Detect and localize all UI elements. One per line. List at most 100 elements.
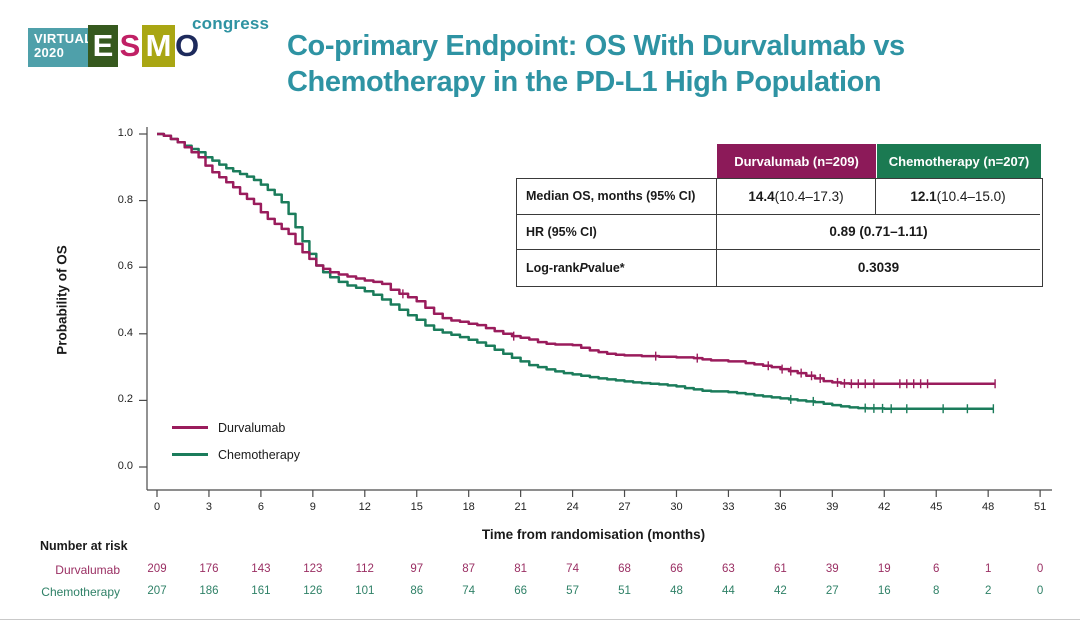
risk-count: 143: [251, 563, 271, 575]
risk-count: 68: [618, 563, 631, 575]
median-os-durvalumab-value: 14.4 (10.4–17.3): [717, 179, 876, 215]
legend-row-durvalumab: Durvalumab: [172, 414, 300, 441]
bottom-divider: [0, 619, 1080, 620]
risk-count: 74: [566, 563, 579, 575]
x-tick-label: 6: [257, 501, 264, 513]
risk-count: 0: [1036, 585, 1044, 597]
risk-count: 101: [355, 585, 375, 597]
log-rank-prefix: Log-rank: [526, 260, 580, 275]
median-os-chemotherapy-value: 12.1 (10.4–15.0): [876, 179, 1040, 215]
log-rank-p-value: 0.3039: [857, 260, 900, 276]
risk-count: 48: [670, 585, 683, 597]
median-os-chemotherapy-number: 12.1: [910, 188, 937, 204]
y-tick-label: 0.6: [117, 260, 133, 273]
median-os-row-label: Median OS, months (95% CI): [517, 179, 717, 215]
slide-title: Co-primary Endpoint: OS With Durvalumab …: [287, 28, 1077, 100]
y-tick-label: 0.8: [117, 193, 133, 206]
y-tick-label: 0.0: [117, 460, 133, 472]
x-tick-label: 30: [670, 501, 683, 513]
virtual-label: VIRTUAL: [34, 31, 93, 46]
risk-count: 51: [618, 585, 631, 597]
table-header-chemotherapy: Chemotherapy (n=207): [877, 144, 1041, 178]
esmo-letter-m: M: [142, 25, 175, 67]
x-tick-label: 0: [153, 501, 161, 513]
risk-count: 8: [933, 585, 940, 597]
x-tick-label: 45: [930, 501, 943, 513]
risk-count: 2: [984, 585, 992, 597]
risk-count: 123: [303, 563, 323, 575]
log-rank-p: P: [579, 260, 588, 275]
risk-count: 86: [410, 585, 424, 597]
x-tick-label: 9: [309, 501, 316, 513]
year-label: 2020: [34, 45, 65, 61]
risk-count: 16: [877, 585, 891, 597]
risk-count: 1: [984, 563, 992, 575]
x-tick-label: 3: [205, 501, 212, 513]
log-rank-row-label: Log-rank P value*: [517, 250, 717, 286]
legend-label-chemotherapy: Chemotherapy: [218, 447, 300, 462]
risk-count: 63: [722, 563, 735, 575]
esmo-letter-e: E: [88, 25, 118, 67]
risk-count: 126: [303, 585, 323, 597]
x-tick-label: 27: [618, 501, 631, 513]
x-tick-label: 42: [878, 501, 891, 513]
risk-count: 74: [462, 585, 476, 597]
risk-count: 66: [670, 563, 683, 575]
esmo-letter-s: S: [118, 25, 142, 67]
risk-row-label-durvalumab: Durvalumab: [55, 563, 120, 577]
x-tick-label: 12: [358, 501, 371, 513]
y-tick-label: 0.4: [117, 326, 133, 339]
chemotherapy-line-swatch: [172, 452, 208, 457]
risk-count: 186: [199, 585, 219, 597]
x-tick-label: 36: [774, 501, 787, 513]
risk-count: 87: [462, 563, 476, 575]
legend-label-durvalumab: Durvalumab: [218, 420, 286, 435]
x-tick-label: 33: [722, 501, 735, 513]
x-tick-label: 39: [826, 501, 839, 513]
x-tick-label: 21: [514, 501, 527, 513]
risk-count: 27: [825, 585, 839, 597]
chemotherapy-curve: [157, 132, 994, 410]
x-tick-label: 15: [410, 501, 423, 513]
y-tick-label: 0.2: [117, 393, 133, 406]
durvalumab-line-swatch: [172, 425, 208, 430]
slide-title-line1: Co-primary Endpoint: OS With Durvalumab …: [287, 30, 905, 62]
virtual-2020-badge: VIRTUAL 2020: [28, 28, 93, 67]
risk-count: 19: [877, 563, 891, 575]
x-tick-label: 48: [982, 501, 995, 513]
x-tick-label: 18: [462, 501, 475, 513]
table-header-durvalumab: Durvalumab (n=209): [717, 144, 876, 178]
x-tick-label: 51: [1033, 501, 1047, 513]
risk-count: 44: [722, 585, 735, 597]
legend-row-chemotherapy: Chemotherapy: [172, 441, 300, 468]
log-rank-suffix: value*: [587, 260, 625, 275]
y-tick-label: 1.0: [117, 127, 133, 139]
hr-value: 0.89 (0.71–1.11): [717, 215, 1040, 250]
number-at-risk-title: Number at risk: [40, 539, 128, 553]
hr-row-label: HR (95% CI): [517, 214, 717, 250]
risk-count: 42: [773, 585, 787, 597]
congress-label: congress: [192, 14, 270, 33]
risk-count: 97: [410, 563, 424, 575]
risk-row-label-chemotherapy: Chemotherapy: [41, 585, 120, 599]
risk-count: 207: [147, 585, 167, 597]
results-table: Median OS, months (95% CI) 14.4 (10.4–17…: [516, 178, 1043, 287]
risk-count: 112: [355, 563, 374, 575]
plot-legend: Durvalumab Chemotherapy: [172, 414, 300, 468]
durvalumab-curve: [157, 132, 996, 386]
risk-count: 61: [773, 563, 787, 575]
risk-count: 39: [825, 563, 839, 575]
risk-count: 176: [199, 563, 219, 575]
y-axis-title: Probability of OS: [54, 245, 70, 355]
median-os-durvalumab-number: 14.4: [748, 188, 775, 204]
x-axis-title: Time from randomisation (months): [481, 527, 706, 542]
risk-count: 6: [933, 563, 940, 575]
x-tick-label: 24: [566, 501, 579, 513]
risk-count: 0: [1036, 563, 1044, 575]
risk-count: 66: [514, 585, 528, 597]
risk-count: 209: [147, 563, 167, 575]
risk-count: 161: [251, 585, 271, 597]
